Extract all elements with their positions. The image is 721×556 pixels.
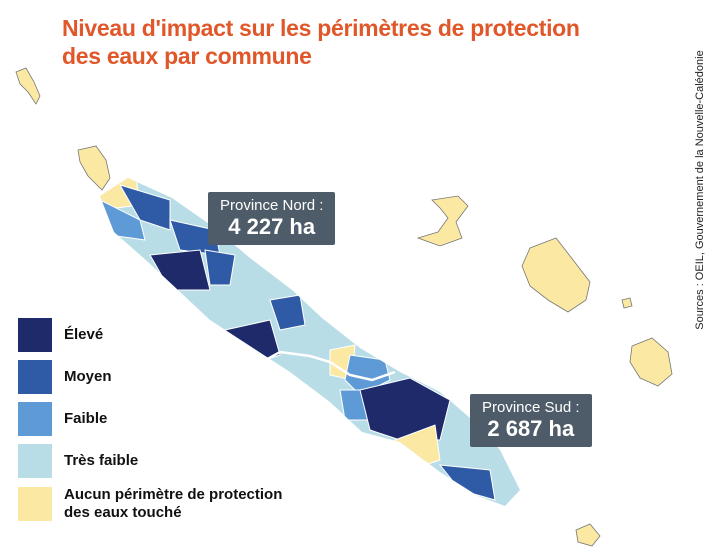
island xyxy=(575,523,601,547)
legend: Élevé Moyen Faible Très faible Aucun périmèt… xyxy=(18,318,304,530)
commune xyxy=(118,184,171,231)
legend-label: Moyen xyxy=(64,368,112,385)
island xyxy=(621,297,633,309)
commune xyxy=(359,377,451,441)
island xyxy=(521,237,591,313)
source: Sources : OEIL, Gouvernement de la Nouve… xyxy=(694,50,706,330)
island xyxy=(416,195,469,247)
legend-item: Très faible xyxy=(18,444,304,478)
legend-label: Très faible xyxy=(64,452,139,469)
legend-label: Aucun périmètre de protection des eaux t… xyxy=(64,486,283,521)
commune xyxy=(438,464,496,501)
callout: Province Nord : 4 227 ha xyxy=(208,192,336,245)
callout: Province Sud : 2 687 ha xyxy=(470,394,592,447)
legend-item: Élevé xyxy=(18,318,304,352)
islands xyxy=(15,67,673,547)
title-line: des eaux par commune xyxy=(62,43,312,69)
legend-swatch xyxy=(18,318,52,352)
province-border xyxy=(261,350,396,382)
legend-item: Aucun périmètre de protection des eaux t… xyxy=(18,486,304,522)
callout-value: 4 227 ha xyxy=(228,214,316,239)
legend-item: Moyen xyxy=(18,360,304,394)
commune xyxy=(149,249,211,291)
legend-label: Faible xyxy=(64,410,108,427)
commune xyxy=(204,249,236,286)
legend-swatch xyxy=(18,487,52,521)
island xyxy=(15,67,41,105)
legend-swatch xyxy=(18,402,52,436)
commune xyxy=(269,294,306,331)
title-line: Niveau d'impact sur les périmètres de pr… xyxy=(62,15,580,41)
island xyxy=(77,145,111,191)
callout-label: Province Nord : xyxy=(220,197,324,214)
title: Niveau d'impact sur les périmètres de pr… xyxy=(62,14,580,70)
legend-label: Élevé xyxy=(64,326,104,343)
callout-label: Province Sud : xyxy=(482,399,580,416)
callout-value: 2 687 ha xyxy=(487,416,575,441)
legend-swatch xyxy=(18,360,52,394)
island xyxy=(629,337,673,387)
legend-swatch xyxy=(18,444,52,478)
legend-item: Faible xyxy=(18,402,304,436)
